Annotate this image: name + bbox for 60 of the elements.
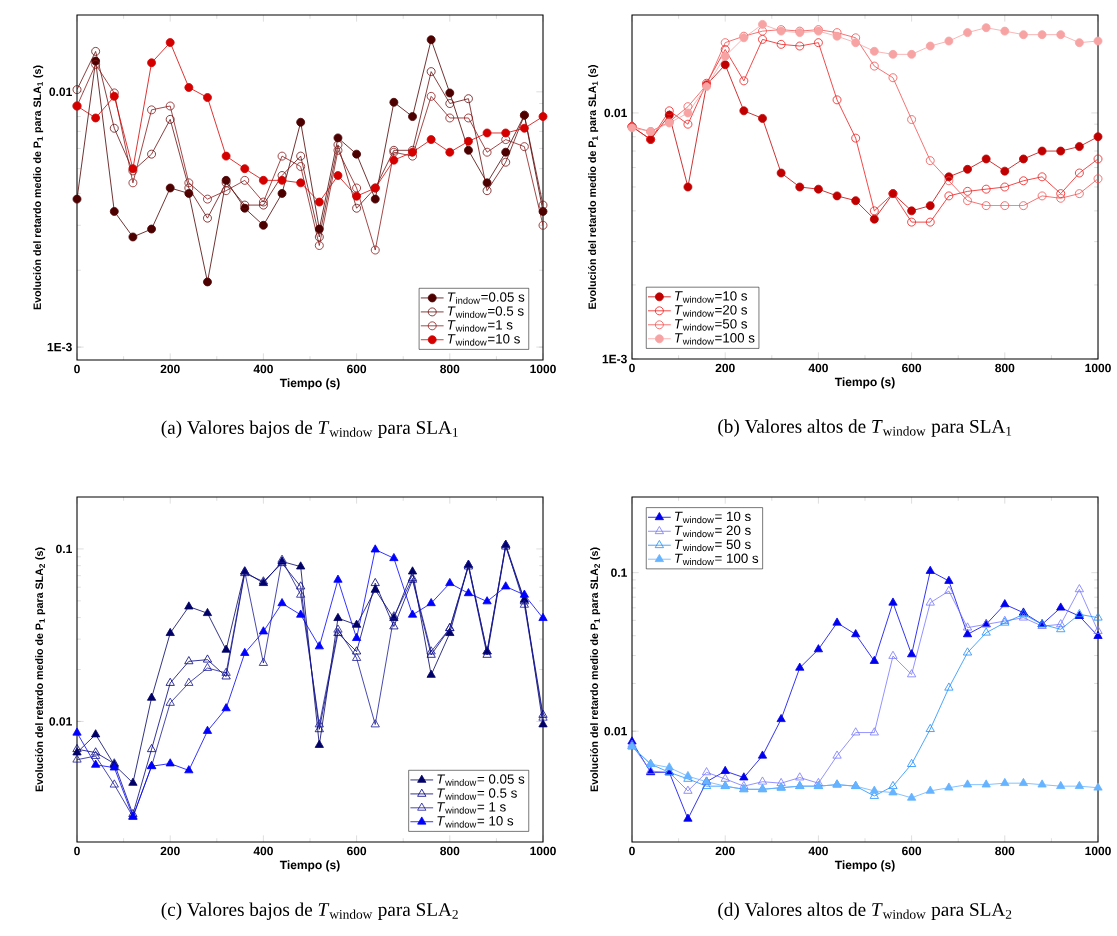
- legend-label: T$_{window}$= 0.05 s: [437, 774, 525, 786]
- x-tick-label: 0: [74, 846, 80, 856]
- x-tick-label: 200: [160, 364, 180, 374]
- y-axis-title: Evolución del retardo medio de P$_{1}$ para SLA$_{1}$ (s): [588, 65, 599, 309]
- x-tick-label: 400: [253, 846, 273, 856]
- x-tick-label: 400: [253, 364, 273, 374]
- x-tick-label: 600: [902, 363, 922, 373]
- y-axis-title: Evolución del retardo medio de P$_{1}$ para SLA$_{2}$ (s): [590, 547, 601, 792]
- y-axis-title: Evolución del retardo medio de P$_{1}$ para SLA$_{2}$ (s): [35, 547, 46, 792]
- x-axis-title: Tiempo (s): [834, 377, 895, 389]
- x-tick-label: 800: [440, 846, 460, 856]
- legend-label: T$_{window}$=10 s: [675, 291, 748, 303]
- legend-label: T$_{window}$=1 s: [447, 320, 513, 332]
- legend-label: T$_{window}$= 20 s: [675, 525, 751, 538]
- legend-label: T$_{window}$=20 s: [675, 305, 748, 317]
- legend-label: T$_{indow}$=0.05 s: [447, 292, 525, 304]
- x-axis-title: Tiempo (s): [279, 860, 340, 872]
- x-tick-label: 400: [808, 846, 828, 856]
- x-tick-label: 600: [347, 364, 367, 374]
- legend-label: T$_{window}$= 0.5 s: [437, 788, 517, 800]
- y-tick-label: 0.01: [604, 108, 627, 118]
- legend-label: T$_{window}$= 1 s: [437, 802, 506, 814]
- x-tick-label: 800: [995, 846, 1015, 856]
- x-tick-label: 1000: [1085, 363, 1111, 373]
- x-tick-label: 400: [808, 363, 828, 373]
- legend-label: T$_{window}$=100 s: [675, 333, 755, 345]
- x-axis-title: Tiempo (s): [279, 378, 340, 390]
- text: (c) Valores bajos de T$_{window}$ para SLA$_{2}$: [161, 902, 458, 920]
- text: (a) Valores bajos de T$_{window}$ para SLA$_{1}$: [161, 420, 458, 438]
- x-tick-label: 1000: [1085, 846, 1111, 856]
- x-tick-label: 0: [629, 846, 635, 856]
- y-tick-label: 0.01: [49, 87, 72, 97]
- y-axis-title: Evolución del retardo medio de P$_{1}$ para SLA$_{1}$ (s): [33, 65, 44, 310]
- x-tick-label: 600: [902, 846, 922, 856]
- x-tick-label: 0: [74, 364, 80, 374]
- x-tick-label: 600: [347, 846, 367, 856]
- legend-label: T$_{window}$= 10 s: [675, 511, 751, 524]
- x-tick-label: 200: [715, 846, 735, 856]
- y-tick-label: 0.1: [611, 568, 627, 577]
- legend-label: T$_{window}$= 50 s: [675, 539, 751, 552]
- text: (d) Valores altos de T$_{window}$ para SLA$_{2}$: [718, 902, 1012, 920]
- y-tick-label: 1E-3: [602, 354, 627, 364]
- y-tick-label: 1E-3: [47, 342, 72, 352]
- x-tick-label: 1000: [530, 364, 556, 374]
- x-tick-label: 1000: [530, 846, 556, 856]
- text: (b) Valores altos de T$_{window}$ para SLA$_{1}$: [718, 419, 1012, 437]
- x-tick-label: 800: [995, 363, 1015, 373]
- x-tick-label: 200: [160, 846, 180, 856]
- y-tick-label: 0.01: [49, 717, 72, 726]
- legend-label: T$_{window}$= 10 s: [437, 816, 514, 828]
- y-tick-label: 0.1: [56, 544, 72, 554]
- x-tick-label: 800: [440, 364, 460, 374]
- legend-label: T$_{window}$=10 s: [447, 334, 520, 346]
- x-axis-title: Tiempo (s): [834, 860, 895, 872]
- x-tick-label: 200: [715, 363, 735, 373]
- legend-label: T$_{window}$=50 s: [675, 319, 748, 331]
- y-tick-label: 0.01: [604, 726, 627, 736]
- x-tick-label: 0: [629, 363, 635, 373]
- legend-label: T$_{window}$=0.5 s: [447, 306, 524, 318]
- legend-label: T$_{window}$= 100 s: [675, 553, 759, 566]
